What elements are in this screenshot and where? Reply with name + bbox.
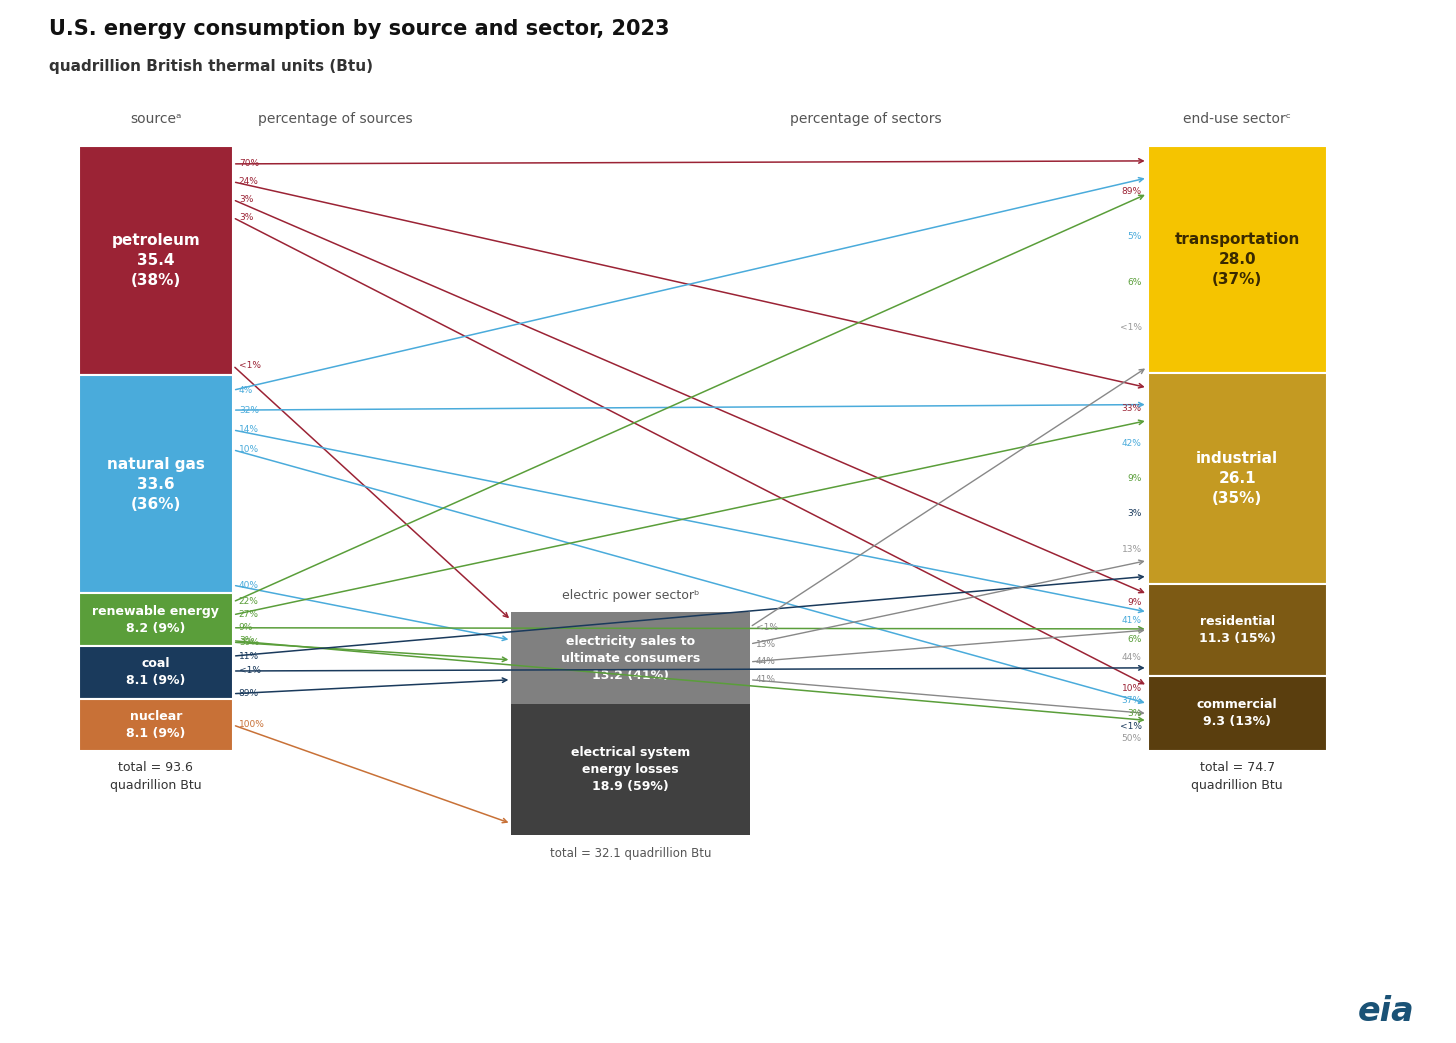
FancyBboxPatch shape	[79, 647, 233, 699]
Text: 42%: 42%	[1121, 439, 1142, 447]
Text: 13%: 13%	[756, 639, 776, 649]
Text: transportation
28.0
(37%): transportation 28.0 (37%)	[1175, 233, 1300, 287]
Text: 44%: 44%	[1121, 653, 1142, 662]
Text: 44%: 44%	[756, 657, 776, 666]
FancyBboxPatch shape	[79, 146, 233, 375]
Text: 37%: 37%	[1121, 697, 1142, 705]
Text: end-use sectorᶜ: end-use sectorᶜ	[1184, 113, 1291, 126]
Text: 39%: 39%	[239, 637, 259, 647]
Text: 3%: 3%	[1127, 509, 1142, 518]
Text: 100%: 100%	[239, 721, 265, 729]
Text: quadrillion British thermal units (Btu): quadrillion British thermal units (Btu)	[50, 58, 373, 74]
FancyBboxPatch shape	[1147, 584, 1326, 676]
Text: 3%: 3%	[239, 636, 253, 646]
Text: 9%: 9%	[1127, 598, 1142, 607]
Text: 14%: 14%	[239, 426, 259, 435]
Text: U.S. energy consumption by source and sector, 2023: U.S. energy consumption by source and se…	[50, 19, 670, 39]
Text: 3%: 3%	[1127, 709, 1142, 718]
Text: commercial
9.3 (13%): commercial 9.3 (13%)	[1197, 699, 1277, 728]
Text: 32%: 32%	[239, 406, 259, 415]
FancyBboxPatch shape	[1147, 676, 1326, 751]
Text: nuclear
8.1 (9%): nuclear 8.1 (9%)	[127, 710, 185, 739]
FancyBboxPatch shape	[1147, 146, 1326, 372]
Text: 10%: 10%	[239, 445, 259, 455]
FancyBboxPatch shape	[79, 699, 233, 751]
Text: 70%: 70%	[239, 160, 259, 168]
Text: 89%: 89%	[1121, 187, 1142, 196]
FancyBboxPatch shape	[79, 593, 233, 647]
Text: electricity sales to
ultimate consumers
13.2 (41%): electricity sales to ultimate consumers …	[561, 634, 700, 681]
Text: <1%: <1%	[239, 361, 261, 370]
Text: 40%: 40%	[239, 581, 259, 589]
Text: <1%: <1%	[1120, 722, 1142, 730]
Text: 3%: 3%	[239, 195, 253, 204]
Text: 4%: 4%	[239, 386, 253, 394]
Text: total = 32.1 quadrillion Btu: total = 32.1 quadrillion Btu	[550, 847, 712, 860]
Text: natural gas
33.6
(36%): natural gas 33.6 (36%)	[106, 457, 205, 511]
Text: 89%: 89%	[239, 689, 259, 698]
FancyBboxPatch shape	[79, 375, 233, 593]
Text: 3%: 3%	[239, 213, 253, 222]
Text: total = 93.6
quadrillion Btu: total = 93.6 quadrillion Btu	[111, 761, 201, 792]
Text: petroleum
35.4
(38%): petroleum 35.4 (38%)	[112, 234, 199, 288]
FancyBboxPatch shape	[1147, 372, 1326, 584]
Text: coal
8.1 (9%): coal 8.1 (9%)	[127, 657, 185, 687]
Text: percentage of sectors: percentage of sectors	[789, 113, 941, 126]
Text: 33%: 33%	[1121, 404, 1142, 413]
FancyBboxPatch shape	[511, 612, 750, 704]
Text: electric power sectorᵇ: electric power sectorᵇ	[562, 589, 699, 603]
Text: residential
11.3 (15%): residential 11.3 (15%)	[1198, 615, 1275, 645]
Text: 9%: 9%	[1127, 475, 1142, 483]
Text: <1%: <1%	[756, 623, 778, 632]
Text: 24%: 24%	[239, 177, 259, 187]
Text: 41%: 41%	[756, 675, 776, 684]
Text: sourceᵃ: sourceᵃ	[130, 113, 182, 126]
Text: percentage of sources: percentage of sources	[258, 113, 412, 126]
Text: 13%: 13%	[1121, 544, 1142, 554]
Text: 50%: 50%	[1121, 734, 1142, 743]
Text: 41%: 41%	[1121, 616, 1142, 626]
Text: 11%: 11%	[239, 652, 259, 660]
Text: 22%: 22%	[239, 598, 259, 606]
Text: electrical system
energy losses
18.9 (59%): electrical system energy losses 18.9 (59…	[571, 746, 690, 793]
Text: 5%: 5%	[1127, 233, 1142, 241]
Text: 27%: 27%	[239, 610, 259, 620]
Text: <1%: <1%	[1120, 323, 1142, 332]
Text: 6%: 6%	[1127, 635, 1142, 644]
Text: renewable energy
8.2 (9%): renewable energy 8.2 (9%)	[92, 605, 220, 634]
Text: <1%: <1%	[239, 666, 261, 676]
Text: total = 74.7
quadrillion Btu: total = 74.7 quadrillion Btu	[1191, 761, 1283, 792]
Text: 9%: 9%	[239, 624, 253, 632]
Text: eia: eia	[1358, 995, 1415, 1027]
Text: 6%: 6%	[1127, 277, 1142, 287]
FancyBboxPatch shape	[511, 704, 750, 835]
Text: industrial
26.1
(35%): industrial 26.1 (35%)	[1195, 452, 1278, 506]
Text: 10%: 10%	[1121, 684, 1142, 693]
